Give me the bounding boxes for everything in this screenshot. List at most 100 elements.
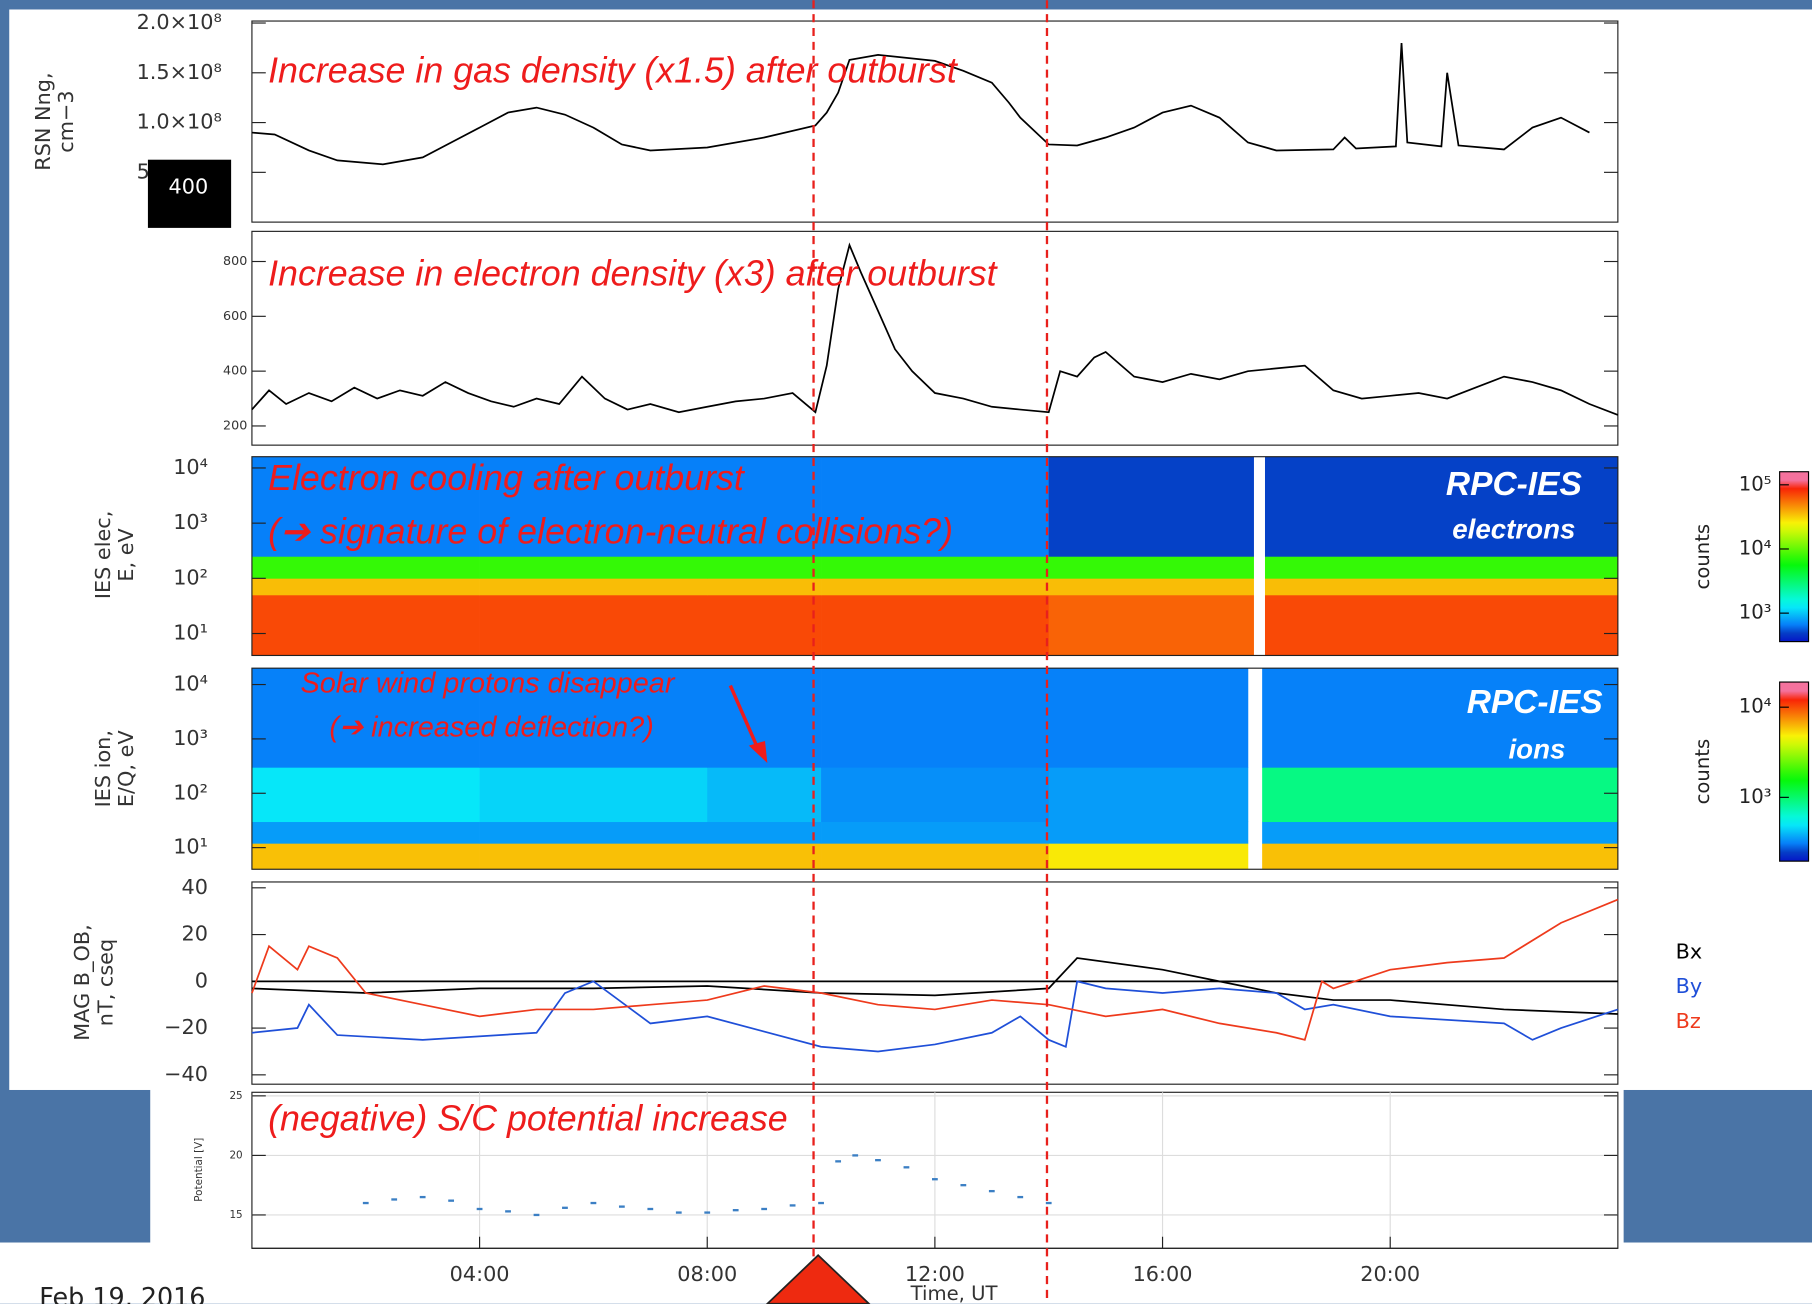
annotation: (➔ increased deflection?) [329,711,653,743]
x-tick-label: 08:00 [677,1262,737,1286]
heatmap-cell [1262,843,1618,869]
heatmap-cell [480,578,708,595]
heatmap-cell [480,843,708,869]
y-tick-label: 10¹ [173,835,208,859]
y-tick-label: 20 [229,1149,242,1161]
heatmap-cell [707,843,821,869]
heatmap-cell [1265,595,1618,656]
x-tick-label: 04:00 [450,1262,510,1286]
y-tick-label: 40 [182,875,208,899]
y-tick-label: 400 [223,363,247,378]
legend-entry: By [1676,974,1703,998]
y-axis-label: IES elec, [91,511,115,600]
colorbar-tick-label: 10⁴ [1739,695,1772,718]
y-tick-label: 10² [173,780,208,804]
y-tick-label: −40 [164,1062,208,1086]
data-point [647,1208,653,1210]
data-point [391,1198,397,1200]
colorbar-tick-label: 10³ [1739,601,1772,624]
heatmap-cell [1049,457,1254,557]
heatmap-cell [821,767,1049,822]
data-point [477,1208,483,1210]
heatmap-cell [1265,556,1618,578]
y-tick-label: 10² [173,565,208,589]
y-tick-label: 10³ [173,510,208,534]
page: {"chart_data": [ {"type": "line", "ylabe… [0,0,1812,1304]
figure: 2.0×10⁸1.5×10⁸1.0×10⁸5.0×10⁷RSN Nng,cm−3… [0,0,1812,1304]
heatmap-cell [707,595,821,656]
y-tick-label: 1.0×10⁸ [137,110,222,134]
instrument-label: ions [1508,733,1565,764]
colorbar-tick-label: 10⁵ [1739,472,1772,495]
y-tick-label: 10⁴ [173,672,208,696]
data-point [676,1211,682,1213]
annotation: Electron cooling after outburst [268,458,746,498]
heatmap-cell [252,556,480,578]
heatmap-cell [707,556,821,578]
heatmap-cell [707,767,821,822]
y-tick-label: 20 [182,922,208,946]
data-point [875,1159,881,1161]
colorbar-label: counts [1691,524,1714,590]
y-tick-label: 10¹ [173,621,208,645]
heatmap-cell [1049,556,1254,578]
heatmap-cell [1262,767,1618,822]
heatmap-cell [821,595,1049,656]
heatmap-cell [821,822,1049,844]
colorbar [1780,472,1809,642]
y-tick-label: 1.5×10⁸ [137,60,222,84]
y-tick-label: 25 [229,1090,242,1102]
y-axis-label: RSN Nng, [31,72,55,170]
legend-entry: Bx [1676,939,1703,963]
y-axis-label: cm−3 [54,90,78,152]
heatmap-cell [1049,822,1249,844]
heatmap-cell [1049,767,1249,822]
data-point [562,1207,568,1209]
data-point [505,1210,511,1212]
heatmap-cell [252,767,480,822]
data-point [591,1202,597,1204]
data-point [818,1202,824,1204]
heatmap-cell [480,822,708,844]
y-tick-label: 10³ [173,726,208,750]
annotation: Increase in gas density (x1.5) after out… [268,50,959,90]
colorbar [1780,682,1809,861]
y-tick-label: 200 [223,417,247,432]
data-point [704,1211,710,1213]
instrument-label: RPC-IES [1467,684,1603,721]
y-axis-label: MAG B_OB, [70,924,94,1040]
y-axis-label: E/Q, eV [114,730,138,808]
heatmap-cell [821,668,1049,767]
x-axis-label: Time, UT [910,1282,999,1304]
data-point [904,1166,910,1168]
colorbar-label: counts [1691,739,1714,805]
badge-text: 400 [169,174,209,198]
heatmap-cell [1049,578,1254,595]
instrument-label: electrons [1452,514,1575,545]
data-point [932,1178,938,1180]
data-point [1017,1196,1023,1198]
data-point [960,1184,966,1186]
data-point [852,1154,858,1156]
data-point [363,1202,369,1204]
y-tick-label: 10⁴ [173,455,208,479]
annotation: (➔ signature of electron-neutral collisi… [268,511,953,551]
data-point [448,1200,454,1202]
y-tick-label: 600 [223,308,247,323]
y-axis-label: IES ion, [91,730,115,807]
heatmap-cell [252,843,480,869]
heatmap-cell [252,822,480,844]
colorbar-tick-label: 10³ [1739,785,1772,808]
heatmap-cell [707,578,821,595]
heatmap-cell [480,595,708,656]
heatmap-cell [1262,822,1618,844]
y-tick-label: 800 [223,253,247,268]
y-tick-label: 0 [195,968,208,992]
heatmap-cell [1049,595,1254,656]
instrument-label: RPC-IES [1446,466,1582,503]
y-tick-label: 15 [229,1209,242,1221]
x-tick-label: 20:00 [1360,1262,1420,1286]
colorbar-tick-label: 10⁴ [1739,536,1772,559]
heatmap-cell [821,578,1049,595]
heatmap-cell [252,578,480,595]
